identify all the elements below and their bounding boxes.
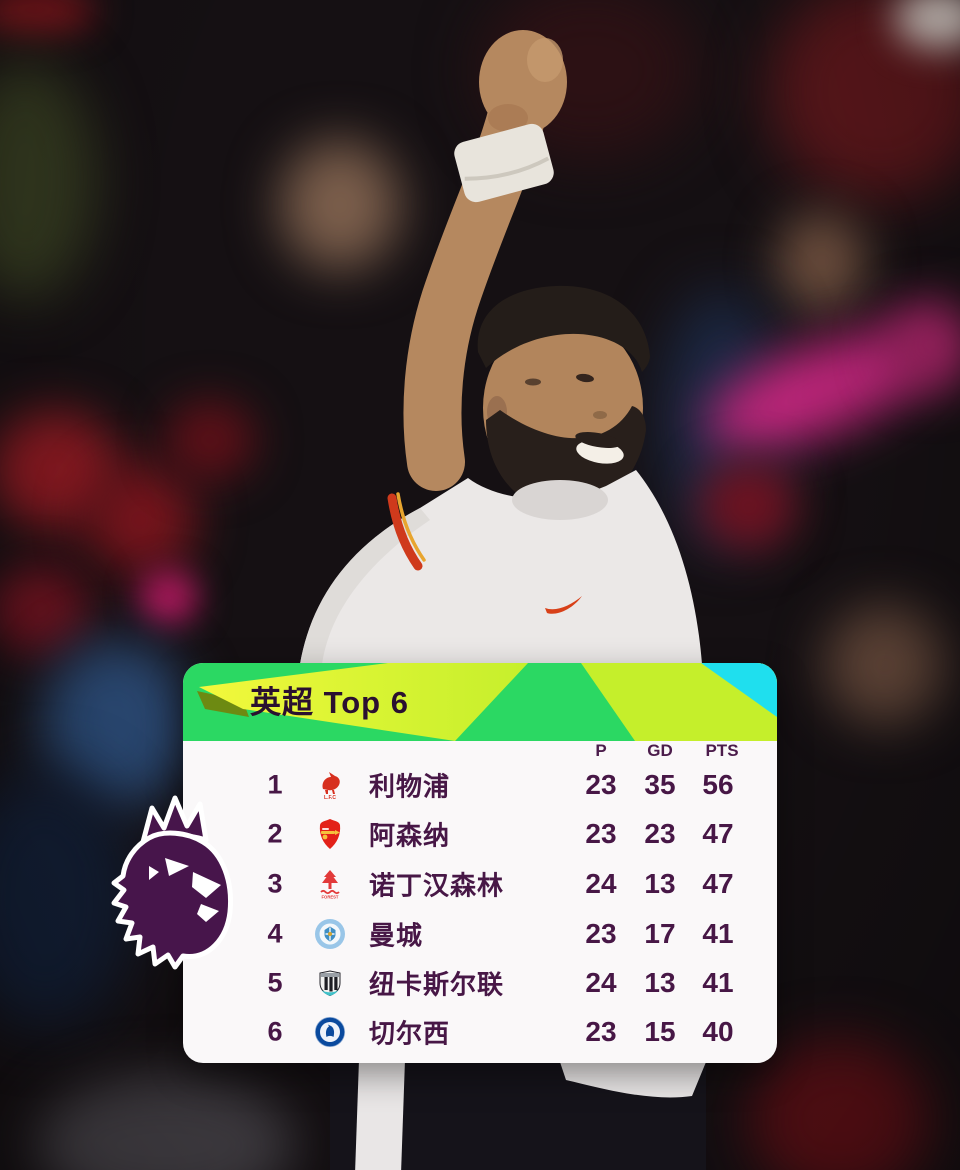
crowd-blob (85, 465, 195, 575)
chelsea-badge-icon (314, 1016, 346, 1047)
points-value: 40 (702, 1015, 734, 1047)
column-header-points: PTS (705, 741, 739, 760)
svg-text:L.F.C: L.F.C (324, 795, 336, 801)
goal-difference-value: 13 (644, 966, 676, 998)
goal-difference-value: 35 (644, 768, 676, 800)
column-header-goal-difference: GD (647, 741, 673, 760)
rank: 5 (267, 967, 283, 997)
crowd-blob (698, 460, 798, 550)
table-row: 4 曼城 23 17 41 (183, 909, 777, 958)
newcastle-united-badge-icon (319, 969, 341, 996)
crowd-blob (0, 565, 90, 655)
points-value: 41 (702, 917, 734, 949)
played-value: 24 (585, 966, 617, 998)
rank: 6 (267, 1016, 283, 1046)
points-value: 47 (702, 817, 734, 849)
card-title: 英超 Top 6 (250, 685, 409, 720)
crowd-blob (165, 400, 255, 480)
card-header-stripes (183, 663, 777, 741)
svg-text:FOREST: FOREST (322, 894, 339, 899)
points-value: 56 (702, 768, 734, 800)
played-value: 23 (585, 817, 617, 849)
goal-difference-value: 23 (644, 817, 676, 849)
played-value: 23 (585, 917, 617, 949)
rank: 3 (267, 868, 283, 898)
points-value: 41 (702, 966, 734, 998)
column-header-played: P (595, 741, 607, 760)
crowd-blob (777, 212, 867, 312)
club-name: 利物浦 (369, 771, 451, 801)
played-value: 23 (585, 768, 617, 800)
table-row: 2 阿森纳 23 23 47 (183, 809, 777, 858)
club-name: 阿森纳 (369, 820, 451, 850)
crowd-blob (885, 300, 960, 390)
points-value: 47 (702, 867, 734, 899)
goal-difference-value: 17 (644, 917, 676, 949)
played-value: 24 (585, 867, 617, 899)
arsenal-badge-icon (319, 818, 341, 849)
table-row: 6 切尔西 23 15 40 (183, 1007, 777, 1056)
club-name: 纽卡斯尔联 (369, 969, 505, 999)
crowd-blob (280, 140, 400, 270)
column-headers: P GD PTS (183, 741, 777, 767)
club-name: 诺丁汉森林 (369, 870, 505, 900)
crowd-blob (825, 605, 945, 725)
liverpool-badge-icon: L.F.C (322, 771, 340, 801)
rank: 4 (267, 918, 283, 948)
manchester-city-badge-icon (315, 918, 345, 949)
table-row: 1 L.F.C 利物浦 23 35 56 (183, 760, 777, 809)
rank: 1 (267, 769, 283, 799)
rank: 2 (267, 818, 283, 848)
premier-league-lion-logo (111, 795, 234, 970)
goal-difference-value: 15 (644, 1015, 676, 1047)
crowd-blob (138, 570, 198, 625)
nottingham-forest-badge-icon: FOREST (320, 869, 340, 899)
played-value: 23 (585, 1015, 617, 1047)
table-row: 3 FOREST 诺丁汉森林 24 13 47 (183, 859, 777, 908)
standings-card: 英超 Top 6 P GD PTS 1 L.F.C 利物浦 23 35 56 2 (183, 663, 777, 1063)
club-name: 切尔西 (369, 1018, 451, 1048)
table-row: 5 纽卡斯尔联 24 13 41 (183, 958, 777, 1007)
crowd-blob (750, 1040, 930, 1170)
goal-difference-value: 13 (644, 867, 676, 899)
club-name: 曼城 (369, 920, 424, 950)
